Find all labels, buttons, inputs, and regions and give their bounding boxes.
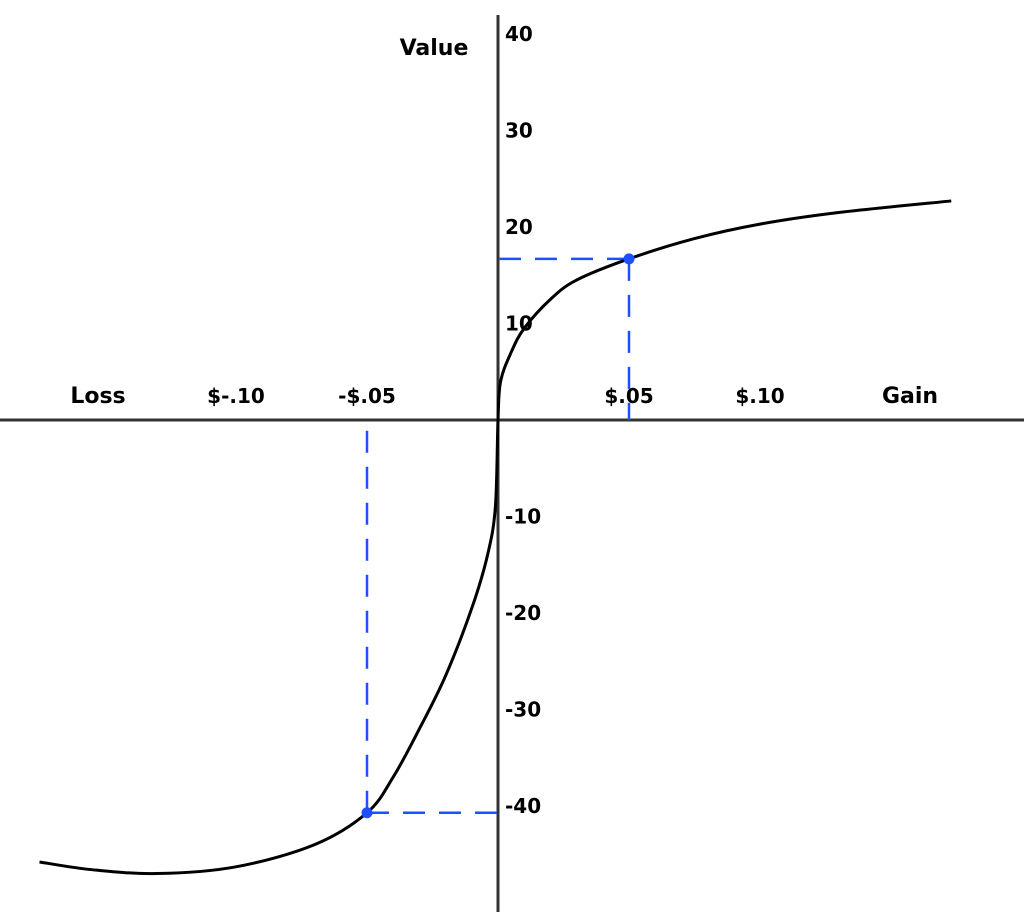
x-tick-label: $.10 xyxy=(735,384,784,408)
value-curve xyxy=(39,199,952,876)
y-tick-label: 10 xyxy=(505,312,533,336)
y-tick-label: -30 xyxy=(505,698,541,722)
x-tick-label: $.05 xyxy=(604,384,653,408)
y-tick-label: -40 xyxy=(505,794,541,818)
y-tick-label: -10 xyxy=(505,505,541,529)
x-tick-label: -$.05 xyxy=(338,384,396,408)
x-tick-label: $-.10 xyxy=(207,384,265,408)
y-tick-label: 20 xyxy=(505,215,533,239)
x-axis-label-loss: Loss xyxy=(70,384,125,409)
x-axis-label-gain: Gain xyxy=(882,384,938,409)
highlight-point-0 xyxy=(623,253,635,265)
y-tick-label: -20 xyxy=(505,601,541,625)
highlight-point-1 xyxy=(361,807,373,819)
y-tick-label: 30 xyxy=(505,119,533,143)
y-tick-label: 40 xyxy=(505,22,533,46)
y-axis-label: Value xyxy=(400,36,469,61)
